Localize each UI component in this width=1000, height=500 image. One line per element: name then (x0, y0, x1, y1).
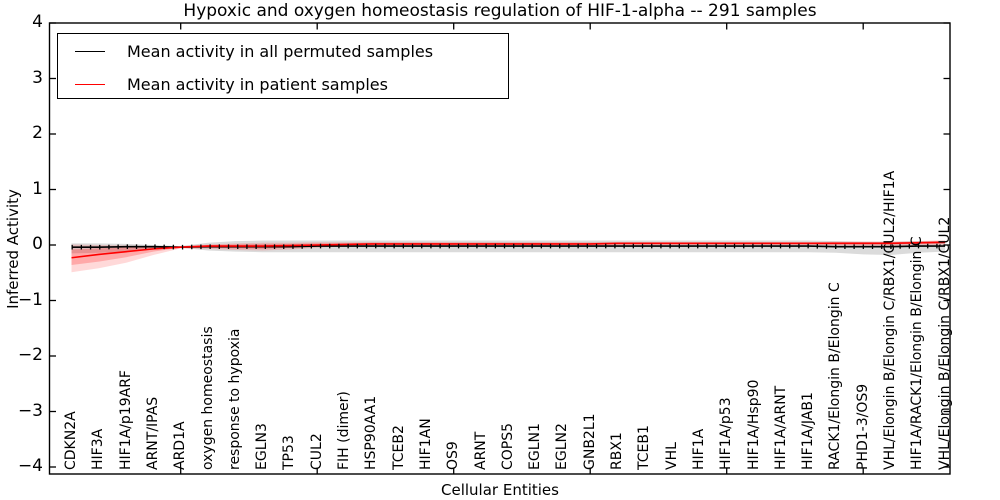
patient-line-swatch-icon (75, 83, 105, 85)
x-tick-label: HIF1A/p19ARF (117, 370, 134, 470)
x-tick-label: CDKN2A (63, 411, 79, 470)
x-tick-label: PHD1-3/OS9 (854, 383, 871, 470)
x-tick-label: EGLN2 (554, 423, 571, 470)
x-tick-label: VHL/Elongin B/Elongin C/RBX1/CUL2/HIF1A (882, 170, 898, 470)
x-tick-label: RACK1/Elongin B/Elongin C (827, 282, 844, 470)
x-tick-label: EGLN1 (527, 423, 544, 470)
x-tick-label: TCEB2 (390, 425, 407, 470)
x-tick-label: HIF1A/JAB1 (800, 392, 817, 470)
x-tick-label: RBX1 (609, 432, 625, 470)
permuted-dotted-overlay (71, 243, 946, 250)
patient-mean-line (71, 241, 946, 259)
x-tick-label: ARNT (472, 431, 489, 470)
axes-frame (48, 22, 951, 475)
x-tick-label: oxygen homeostasis (199, 326, 216, 470)
legend-label: Mean activity in patient samples (127, 74, 388, 94)
y-tick-label: −2 (17, 345, 43, 365)
y-tick-label: 0 (32, 234, 43, 254)
x-tick-label: HIF1A/p53 (718, 397, 735, 470)
x-tick-label: OS9 (445, 441, 462, 470)
x-tick-label: CUL2 (308, 433, 325, 470)
patient-samples-outer-spread-band (71, 240, 946, 273)
x-tick-label: HSP90AA1 (363, 395, 380, 470)
x-tick-label: GNB2L1 (581, 413, 598, 470)
y-tick-label: −3 (17, 400, 43, 421)
x-tick-label: TCEB1 (636, 425, 653, 470)
x-tick-label: ARNT/IPAS (144, 396, 161, 470)
y-tick-label: 4 (32, 12, 43, 32)
x-tick-label: VHL (663, 442, 680, 470)
y-tick-label: 1 (32, 178, 43, 199)
legend-entry-permuted: Mean activity in all permuted samples (58, 35, 508, 67)
x-tick-label: COPS5 (499, 422, 516, 470)
x-tick-label: HIF1A/ARNT (772, 385, 789, 470)
x-tick-label: FIH (dimer) (336, 391, 352, 470)
x-tick-label: HIF1A/Hsp90 (745, 379, 762, 470)
legend-label: Mean activity in all permuted samples (127, 41, 434, 61)
permuted-line-swatch-icon (75, 50, 105, 52)
x-tick-label: HIF1A/RACK1/Elongin B/Elongin C (909, 236, 926, 470)
x-tick-label: HIF1A (690, 428, 707, 470)
chart-title: Hypoxic and oxygen homeostasis regulatio… (183, 1, 817, 21)
x-tick-label: HIF1AN (417, 418, 434, 470)
legend-entry-patient: Mean activity in patient samples (58, 68, 508, 100)
permuted-samples-spread-band (71, 240, 946, 255)
x-tick-label: ARD1A (172, 421, 189, 470)
x-tick-label: EGLN3 (254, 423, 271, 470)
legend: Mean activity in all permuted samples Me… (57, 33, 509, 99)
x-tick-label: HIF3A (90, 428, 107, 470)
y-tick-label: 3 (32, 67, 43, 88)
y-tick-label: −4 (17, 456, 43, 476)
y-tick-label: −1 (17, 289, 43, 310)
x-axis-label: Cellular Entities (441, 481, 559, 499)
x-tick-label: response to hypoxia (226, 328, 243, 470)
x-tick-label: TP53 (281, 435, 298, 470)
x-tick-label: VHL/Elongin B/Elongin C/RBX1/CUL2 (936, 216, 953, 470)
y-tick-label: 2 (32, 123, 43, 143)
